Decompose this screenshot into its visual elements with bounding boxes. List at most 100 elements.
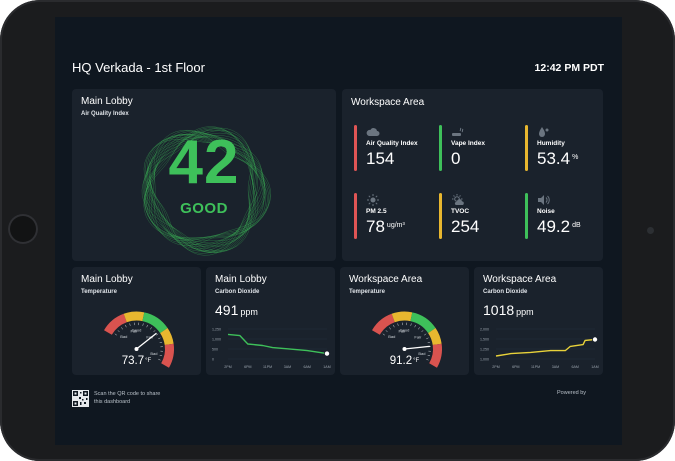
metric-label: Vape Index [451, 140, 485, 147]
co2-value: 491 ppm [215, 302, 258, 318]
metric-pm25[interactable]: PM 2.5 78 ug/m³ [354, 193, 434, 239]
x-tick-label: 2PM [224, 365, 231, 369]
card-title: Main Lobby [215, 274, 267, 285]
metric-air-quality[interactable]: Air Quality Index 154 [354, 125, 434, 171]
metric-label: TVOC [451, 208, 470, 215]
gauge-tick [159, 354, 163, 357]
metric-status-bar [525, 125, 528, 171]
card-subtitle: Carbon Dioxide [215, 289, 260, 295]
gauge-label-fair-left: Fair [399, 329, 407, 334]
gauge-tick [150, 327, 152, 330]
gauge-label-bad-left: Bad [120, 334, 127, 339]
gauge-label-good: Good [132, 328, 142, 333]
workspace-card-title: Workspace Area [351, 97, 425, 108]
aqi-card-title: Main Lobby [81, 96, 133, 107]
qr-code-icon[interactable] [72, 390, 89, 407]
co2-current-point[interactable] [592, 336, 599, 343]
card-subtitle: Temperature [349, 289, 385, 295]
gauge-label-bad-right: Bad [150, 351, 157, 356]
gauge-tick [385, 330, 388, 333]
clock: 12:42 PM PDT [534, 62, 604, 74]
lobby-temperature-card[interactable]: Main Lobby Temperature Bad Fair Good Fair Ba… [72, 267, 201, 375]
y-tick-label: 1,250 [212, 328, 221, 332]
x-tick-label: 1AM [323, 365, 330, 369]
lobby-co2-card[interactable]: Main Lobby Carbon Dioxide 491 ppm 1,250 1,… [206, 267, 335, 375]
powered-by-text: Powered by [557, 390, 587, 396]
gauge-segment [429, 343, 442, 368]
metric-status-bar [439, 193, 442, 239]
qr-share-text: Scan the QR code to share this dashboard [94, 391, 161, 405]
sun-icon [367, 194, 379, 206]
card-subtitle: Temperature [81, 289, 117, 295]
gauge-tick [389, 327, 391, 330]
gauge-tick [418, 327, 420, 330]
gauge-segment [123, 311, 145, 323]
metric-status-bar [525, 193, 528, 239]
gauge-label-bad-right: Bad [418, 351, 425, 356]
gauge-needle-hub [402, 347, 407, 351]
y-tick-label: 500 [212, 348, 218, 352]
y-tick-label: 1,250 [480, 348, 489, 352]
metric-value: 254 [451, 217, 480, 236]
card-title: Workspace Area [349, 274, 423, 285]
card-title: Workspace Area [483, 274, 557, 285]
gauge-label-fair-left: Fair [131, 329, 139, 334]
gauge-tick [393, 324, 395, 328]
metric-noise[interactable]: Noise 49.2 dB [525, 193, 605, 239]
gauge-label-fair-right: Fair [146, 334, 154, 339]
aqi-ring-graphic [141, 126, 272, 256]
x-tick-label: 11PM [531, 365, 540, 369]
gauge-tick [410, 323, 412, 326]
gauge-tick [397, 323, 399, 326]
x-tick-label: 6PM [244, 365, 251, 369]
aqi-value: 42 [168, 128, 240, 197]
co2-current-point[interactable] [324, 350, 331, 357]
gauge-tick [153, 330, 156, 333]
x-tick-label: 6AM [572, 365, 579, 369]
workspace-temperature-card[interactable]: Workspace Area Temperature Bad Fair Good Fa… [340, 267, 469, 375]
aqi-card[interactable]: Main Lobby Air Quality Index 42 GOOD [72, 89, 336, 261]
aqi-ring-waves [141, 126, 272, 256]
gauge-segment [159, 328, 174, 346]
metric-humidity[interactable]: Humidity 53.4% [525, 125, 605, 171]
gauge-tick [158, 337, 161, 340]
gauge-tick [424, 333, 427, 336]
page-title: HQ Verkada - 1st Floor [72, 60, 205, 75]
co2-line-chart: 1,250 1,000 500 0 2PM 6PM 11PM 3AM 6AM 1AM [212, 328, 331, 370]
metric-vape-index[interactable]: Vape Index 0 [439, 125, 519, 171]
metric-value: 78 ug/m³ [366, 217, 405, 236]
speaker-icon [538, 195, 550, 205]
gauge-segment [161, 343, 174, 368]
x-tick-label: 6AM [304, 365, 311, 369]
gauge-segment [142, 312, 168, 334]
gauge-segment [427, 328, 442, 346]
metric-label: Air Quality Index [366, 140, 418, 147]
gauge-label-bad-left: Bad [388, 334, 395, 339]
x-tick-label: 3AM [284, 365, 291, 369]
y-tick-label: 1,500 [480, 338, 489, 342]
x-tick-label: 2PM [492, 365, 499, 369]
metric-status-bar [354, 193, 357, 239]
temperature-value: 91.2°F [389, 355, 420, 367]
home-button[interactable] [8, 214, 38, 244]
metric-status-bar [439, 125, 442, 171]
gauge-tick [146, 324, 148, 328]
gauge-segment [372, 313, 396, 335]
workspace-co2-card[interactable]: Workspace Area Carbon Dioxide 1018 ppm 2,… [474, 267, 603, 375]
gauge-tick [382, 333, 385, 336]
gauge-tick [426, 337, 429, 340]
gauge-tick [156, 333, 159, 336]
workspace-card[interactable]: Workspace Area Air Quality Index 154 Vap… [342, 89, 603, 261]
card-subtitle: Carbon Dioxide [483, 289, 528, 295]
metric-value: 53.4% [537, 149, 579, 168]
gauge-needle [135, 332, 157, 350]
x-tick-label: 3AM [552, 365, 559, 369]
metric-tvoc[interactable]: TVOC 254 [439, 193, 519, 239]
droplet-icon [539, 127, 549, 137]
gauge-segment [410, 312, 436, 334]
metric-label: Noise [537, 208, 555, 215]
gauge-segment [391, 311, 413, 323]
